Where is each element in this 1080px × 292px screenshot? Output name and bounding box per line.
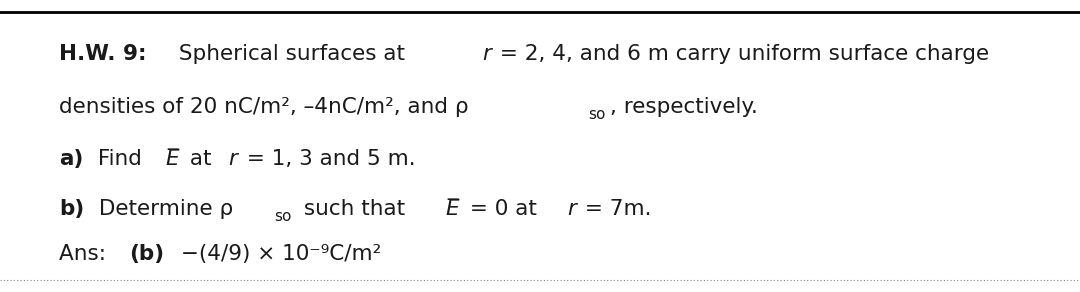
Text: r: r <box>229 149 238 169</box>
Text: Determine ρ: Determine ρ <box>92 199 233 219</box>
Text: at: at <box>183 149 218 169</box>
Text: r: r <box>567 199 576 219</box>
Text: −(4/9) × 10⁻⁹C/m²: −(4/9) × 10⁻⁹C/m² <box>174 244 381 264</box>
Text: such that: such that <box>297 199 411 219</box>
Text: = 2, 4, and 6 m carry uniform surface charge: = 2, 4, and 6 m carry uniform surface ch… <box>494 44 989 64</box>
Text: E̅: E̅ <box>445 199 459 219</box>
Text: so: so <box>588 107 605 122</box>
Text: = 7m.: = 7m. <box>578 199 651 219</box>
Text: , respectively.: , respectively. <box>610 97 758 117</box>
Text: densities of 20 nC/m², –4nC/m², and ρ: densities of 20 nC/m², –4nC/m², and ρ <box>59 97 469 117</box>
Text: Ans:: Ans: <box>59 244 113 264</box>
Text: a): a) <box>59 149 84 169</box>
Text: = 0 at: = 0 at <box>462 199 543 219</box>
Text: so: so <box>274 209 292 224</box>
Text: = 1, 3 and 5 m.: = 1, 3 and 5 m. <box>240 149 416 169</box>
Text: Spherical surfaces at: Spherical surfaces at <box>173 44 413 64</box>
Text: (b): (b) <box>129 244 164 264</box>
Text: b): b) <box>59 199 84 219</box>
Text: H.W. 9:: H.W. 9: <box>59 44 147 64</box>
Text: E̅: E̅ <box>165 149 179 169</box>
Text: Find: Find <box>91 149 149 169</box>
Text: r: r <box>482 44 490 64</box>
